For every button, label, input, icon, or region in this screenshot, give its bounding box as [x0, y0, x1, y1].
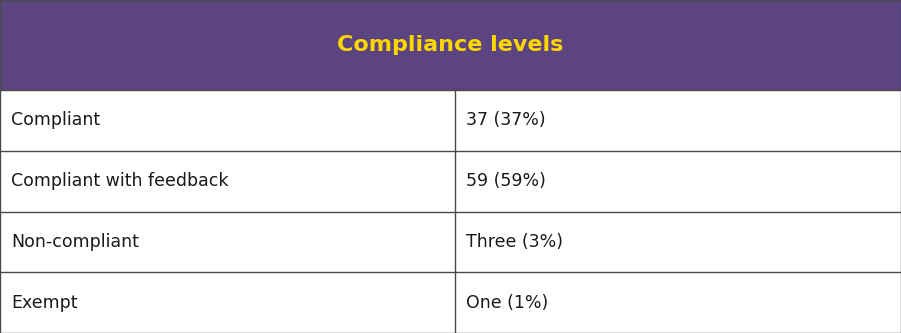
Text: Non-compliant: Non-compliant	[11, 233, 139, 251]
Text: Compliant with feedback: Compliant with feedback	[11, 172, 228, 190]
Text: 37 (37%): 37 (37%)	[466, 111, 545, 130]
Text: Exempt: Exempt	[11, 294, 77, 312]
Text: Compliant: Compliant	[11, 111, 100, 130]
Text: Compliance levels: Compliance levels	[337, 35, 564, 55]
Text: Three (3%): Three (3%)	[466, 233, 563, 251]
Text: One (1%): One (1%)	[466, 294, 548, 312]
Text: 59 (59%): 59 (59%)	[466, 172, 546, 190]
Bar	[0, 0, 901, 90]
